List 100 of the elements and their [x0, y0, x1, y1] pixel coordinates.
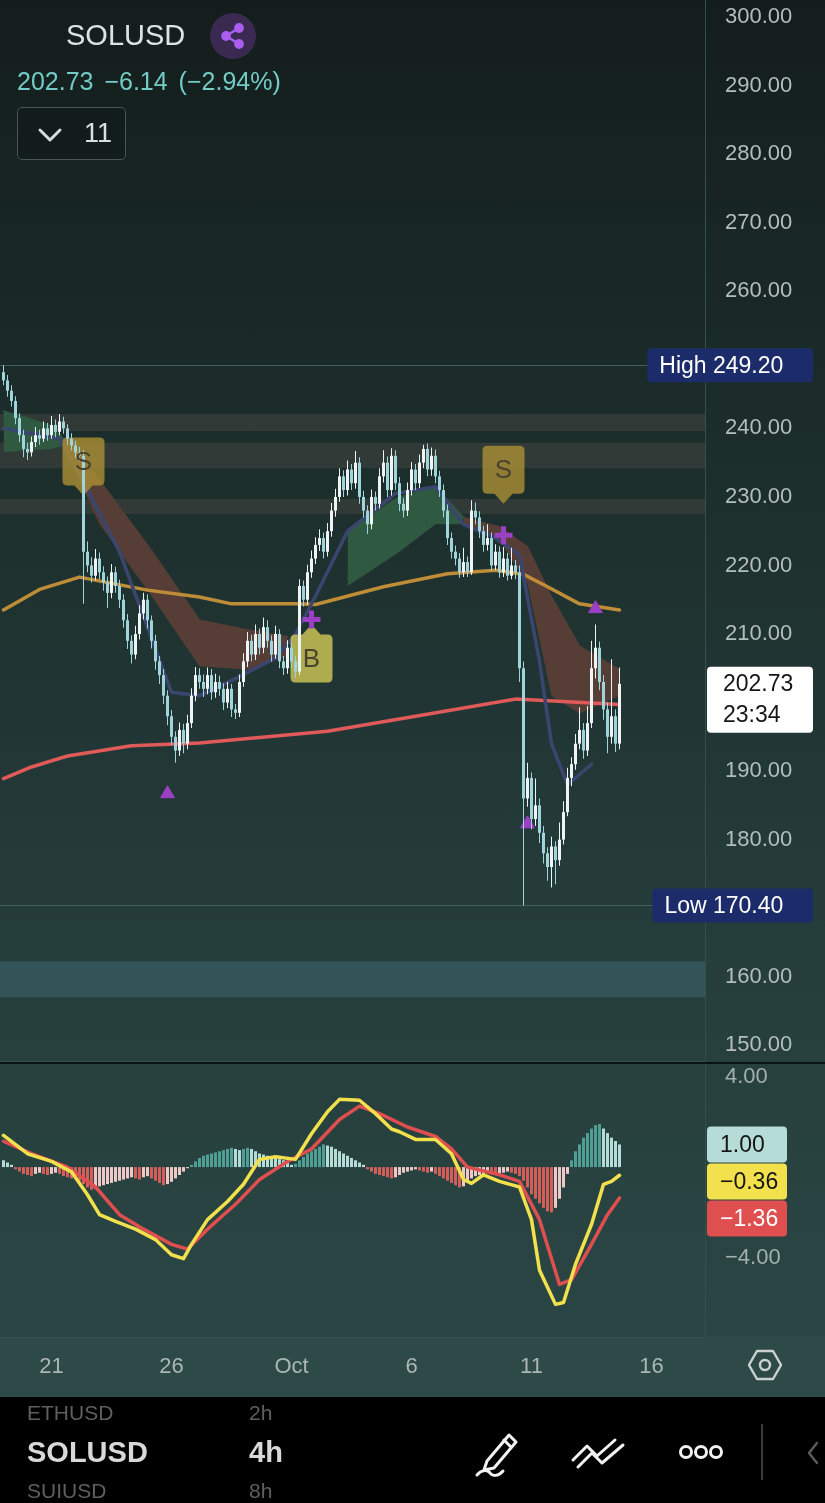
bar — [326, 1145, 329, 1168]
bar — [402, 1167, 405, 1173]
bar — [350, 1158, 353, 1168]
bar — [418, 1167, 421, 1171]
bar — [150, 1167, 153, 1179]
bar — [222, 1150, 225, 1168]
bar — [210, 1153, 213, 1168]
bar — [306, 1153, 309, 1168]
bar — [342, 1153, 345, 1168]
text: ETHUSD — [27, 1401, 114, 1425]
bar — [370, 1167, 373, 1172]
bar — [194, 1161, 197, 1168]
bar — [426, 1167, 429, 1173]
bar — [38, 1167, 41, 1173]
y-tick-label: 240.00 — [725, 414, 793, 440]
bar — [434, 1167, 437, 1174]
bar — [530, 1167, 533, 1195]
bar — [390, 1167, 393, 1179]
bar — [146, 1167, 149, 1177]
bar — [206, 1154, 209, 1168]
bar — [514, 1167, 517, 1174]
bar — [546, 1167, 549, 1212]
bar — [230, 1147, 233, 1168]
bar — [314, 1148, 317, 1168]
bar — [154, 1167, 157, 1181]
text: 8h — [249, 1479, 273, 1503]
x-tick-label: Oct — [274, 1353, 309, 1379]
bar — [542, 1167, 545, 1208]
bar — [442, 1167, 445, 1179]
bar — [106, 1167, 109, 1185]
y-tick-label: 220.00 — [725, 551, 793, 577]
bar — [250, 1148, 253, 1168]
bar — [166, 1167, 169, 1185]
bar — [54, 1167, 57, 1173]
bar — [438, 1167, 441, 1177]
bar — [170, 1167, 173, 1182]
bar — [34, 1167, 37, 1174]
bar — [114, 1167, 117, 1182]
bar — [158, 1167, 161, 1183]
bar — [554, 1167, 557, 1208]
annotation: B — [302, 642, 321, 673]
bar — [374, 1167, 377, 1174]
bar — [506, 1167, 509, 1172]
bar — [598, 1124, 601, 1168]
y-tick-label: 260.00 — [725, 277, 793, 303]
bar — [334, 1148, 337, 1168]
bar — [302, 1156, 305, 1168]
bar — [378, 1167, 381, 1176]
y-tick-label: 230.00 — [725, 482, 793, 508]
text: 1.00 — [720, 1130, 765, 1157]
bar — [298, 1160, 301, 1168]
bar — [410, 1167, 413, 1171]
bar — [510, 1167, 513, 1173]
bar — [538, 1167, 541, 1204]
text: 4h — [249, 1435, 283, 1469]
bar — [450, 1167, 453, 1183]
bar — [134, 1167, 137, 1179]
bar — [454, 1167, 457, 1186]
bar — [318, 1146, 321, 1168]
bar — [394, 1167, 397, 1178]
bar — [214, 1152, 217, 1168]
bar — [422, 1167, 425, 1172]
text: SOLUSD — [27, 1435, 148, 1469]
y-tick-label: 210.00 — [725, 620, 793, 646]
bar — [102, 1167, 105, 1186]
bar — [18, 1167, 21, 1172]
y-tick-label: 290.00 — [725, 71, 793, 97]
bar — [330, 1146, 333, 1168]
bar — [582, 1137, 585, 1168]
bar — [322, 1144, 325, 1168]
x-tick-label: 11 — [520, 1353, 543, 1379]
bar — [310, 1151, 313, 1168]
annotation: 11 — [84, 117, 113, 149]
bar — [198, 1158, 201, 1168]
bar — [30, 1167, 33, 1177]
ref-line-label: Low 170.40 — [664, 891, 784, 918]
y-tick-label: 280.00 — [725, 140, 793, 166]
bar — [162, 1167, 165, 1186]
bar — [42, 1167, 45, 1174]
y-tick-label: 180.00 — [725, 825, 793, 851]
bar — [386, 1167, 389, 1178]
bar — [614, 1141, 617, 1168]
bar — [430, 1167, 433, 1172]
bar — [246, 1147, 249, 1168]
bar — [50, 1167, 53, 1174]
bar — [226, 1148, 229, 1168]
bar — [338, 1151, 341, 1168]
bar — [354, 1160, 357, 1168]
text: SOLUSD — [66, 18, 186, 53]
bar — [122, 1167, 125, 1180]
bar — [446, 1167, 449, 1181]
bar — [174, 1167, 177, 1179]
bar — [618, 1144, 621, 1168]
text: −1.36 — [720, 1204, 779, 1231]
bar — [534, 1167, 537, 1199]
bar — [242, 1148, 245, 1168]
y-tick-label: 4.00 — [725, 1062, 768, 1088]
bar — [218, 1151, 221, 1168]
text: 202.73 −6.14 (−2.94%) — [17, 66, 281, 96]
y-tick-label: 190.00 — [725, 757, 793, 783]
